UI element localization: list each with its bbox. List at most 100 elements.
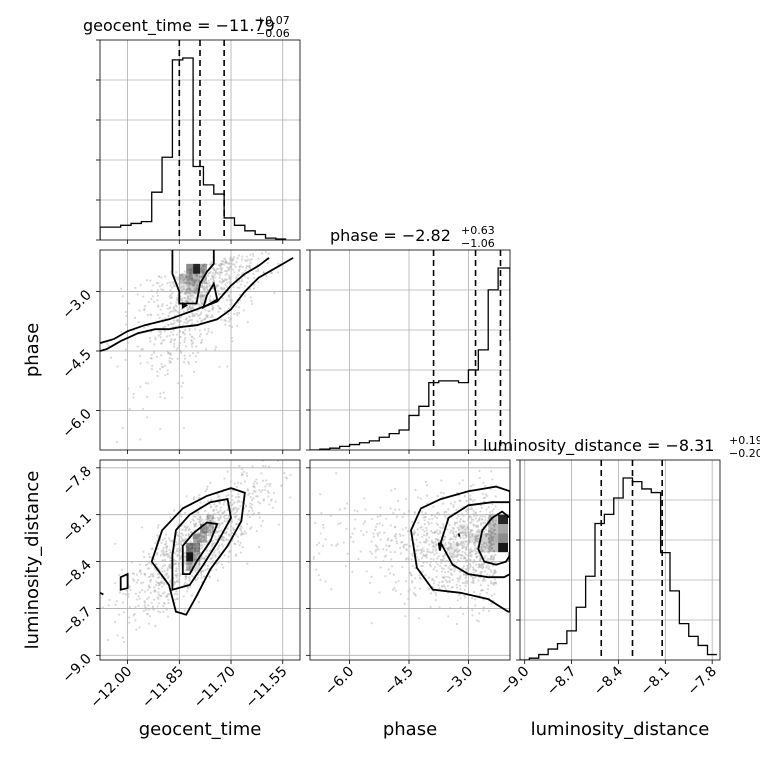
sample-point	[146, 382, 150, 385]
sample-point	[175, 567, 178, 570]
sample-point	[157, 576, 161, 579]
sample-point	[175, 543, 179, 546]
density-cell	[186, 542, 194, 553]
x-tick-label: −9.0	[497, 664, 532, 699]
sample-point	[418, 574, 421, 577]
sample-point	[432, 568, 435, 571]
density-cell	[186, 263, 194, 274]
sample-point	[200, 311, 203, 314]
sample-point	[312, 557, 315, 561]
sample-point	[192, 293, 195, 297]
sample-point	[413, 586, 416, 589]
sample-point	[239, 541, 242, 544]
sample-point	[472, 580, 475, 583]
sample-point	[271, 506, 274, 509]
sample-point	[233, 506, 236, 509]
sample-point	[164, 317, 167, 320]
sample-point	[200, 543, 204, 546]
sample-point	[222, 566, 225, 569]
sample-point	[156, 374, 159, 377]
sample-point	[261, 460, 264, 462]
sample-point	[489, 569, 492, 572]
sample-point	[175, 348, 178, 351]
sample-point	[440, 491, 443, 494]
sample-point	[205, 555, 208, 558]
sample-point	[184, 578, 187, 581]
sample-point	[150, 357, 153, 360]
sample-point	[480, 589, 483, 592]
sample-point	[481, 515, 484, 518]
sample-point	[181, 381, 185, 384]
sample-point	[249, 261, 252, 265]
sample-point	[453, 570, 456, 573]
sample-point	[225, 530, 228, 534]
sample-point	[456, 526, 459, 529]
sample-point	[157, 597, 160, 600]
sample-point	[464, 584, 467, 587]
sample-point	[146, 588, 149, 591]
sample-point	[198, 494, 201, 497]
sample-point	[250, 526, 253, 529]
sample-point	[416, 545, 419, 548]
sample-point	[240, 500, 244, 504]
sample-point	[401, 540, 404, 544]
sample-point	[196, 287, 199, 291]
sample-point	[243, 295, 246, 298]
sample-point	[181, 297, 184, 300]
sample-point	[164, 325, 167, 328]
sample-point	[144, 573, 147, 576]
sample-point	[196, 511, 199, 514]
sample-point	[124, 310, 127, 314]
sample-point	[148, 555, 151, 559]
sample-point	[184, 328, 187, 331]
sample-point	[219, 509, 222, 512]
sample-point	[96, 414, 98, 416]
sample-point	[249, 495, 252, 499]
contour-line	[201, 281, 219, 310]
sample-point	[185, 300, 188, 303]
sample-point	[429, 529, 433, 533]
sample-point	[362, 522, 365, 525]
sample-point	[476, 525, 479, 529]
sample-point	[236, 523, 239, 526]
sample-point	[188, 329, 191, 332]
density-cell	[498, 514, 509, 525]
sample-point	[167, 598, 170, 601]
sample-point	[193, 558, 196, 562]
sample-point	[238, 464, 241, 468]
histogram-phase	[310, 267, 510, 450]
sample-point	[485, 573, 489, 576]
sample-point	[195, 274, 198, 278]
sample-point	[203, 282, 206, 285]
sample-point	[179, 351, 183, 354]
sample-point	[223, 310, 226, 313]
sample-point	[138, 591, 142, 594]
sample-point	[168, 555, 171, 558]
y-tick-label: −3.0	[59, 287, 94, 322]
sample-point	[216, 511, 219, 514]
sample-point	[483, 556, 486, 559]
sample-point	[194, 279, 198, 282]
sample-point	[169, 516, 172, 519]
sample-point	[206, 285, 209, 288]
sample-point	[231, 508, 235, 511]
sample-point	[153, 590, 156, 593]
sample-point	[168, 361, 171, 364]
sample-point	[370, 575, 373, 578]
sample-point	[163, 537, 167, 540]
sample-point	[359, 550, 362, 553]
sample-point	[492, 531, 495, 534]
sample-point	[161, 538, 164, 542]
contour-line	[181, 301, 189, 309]
sample-point	[261, 479, 265, 482]
sample-point	[490, 602, 493, 605]
sample-point	[187, 562, 190, 566]
density-cell	[468, 533, 479, 543]
sample-point	[337, 523, 340, 526]
sample-point	[488, 547, 491, 551]
sample-point	[258, 516, 261, 519]
sample-point	[494, 561, 497, 564]
y-tick-label: −4.5	[59, 347, 94, 382]
sample-point	[201, 540, 204, 543]
sample-point	[486, 588, 489, 591]
